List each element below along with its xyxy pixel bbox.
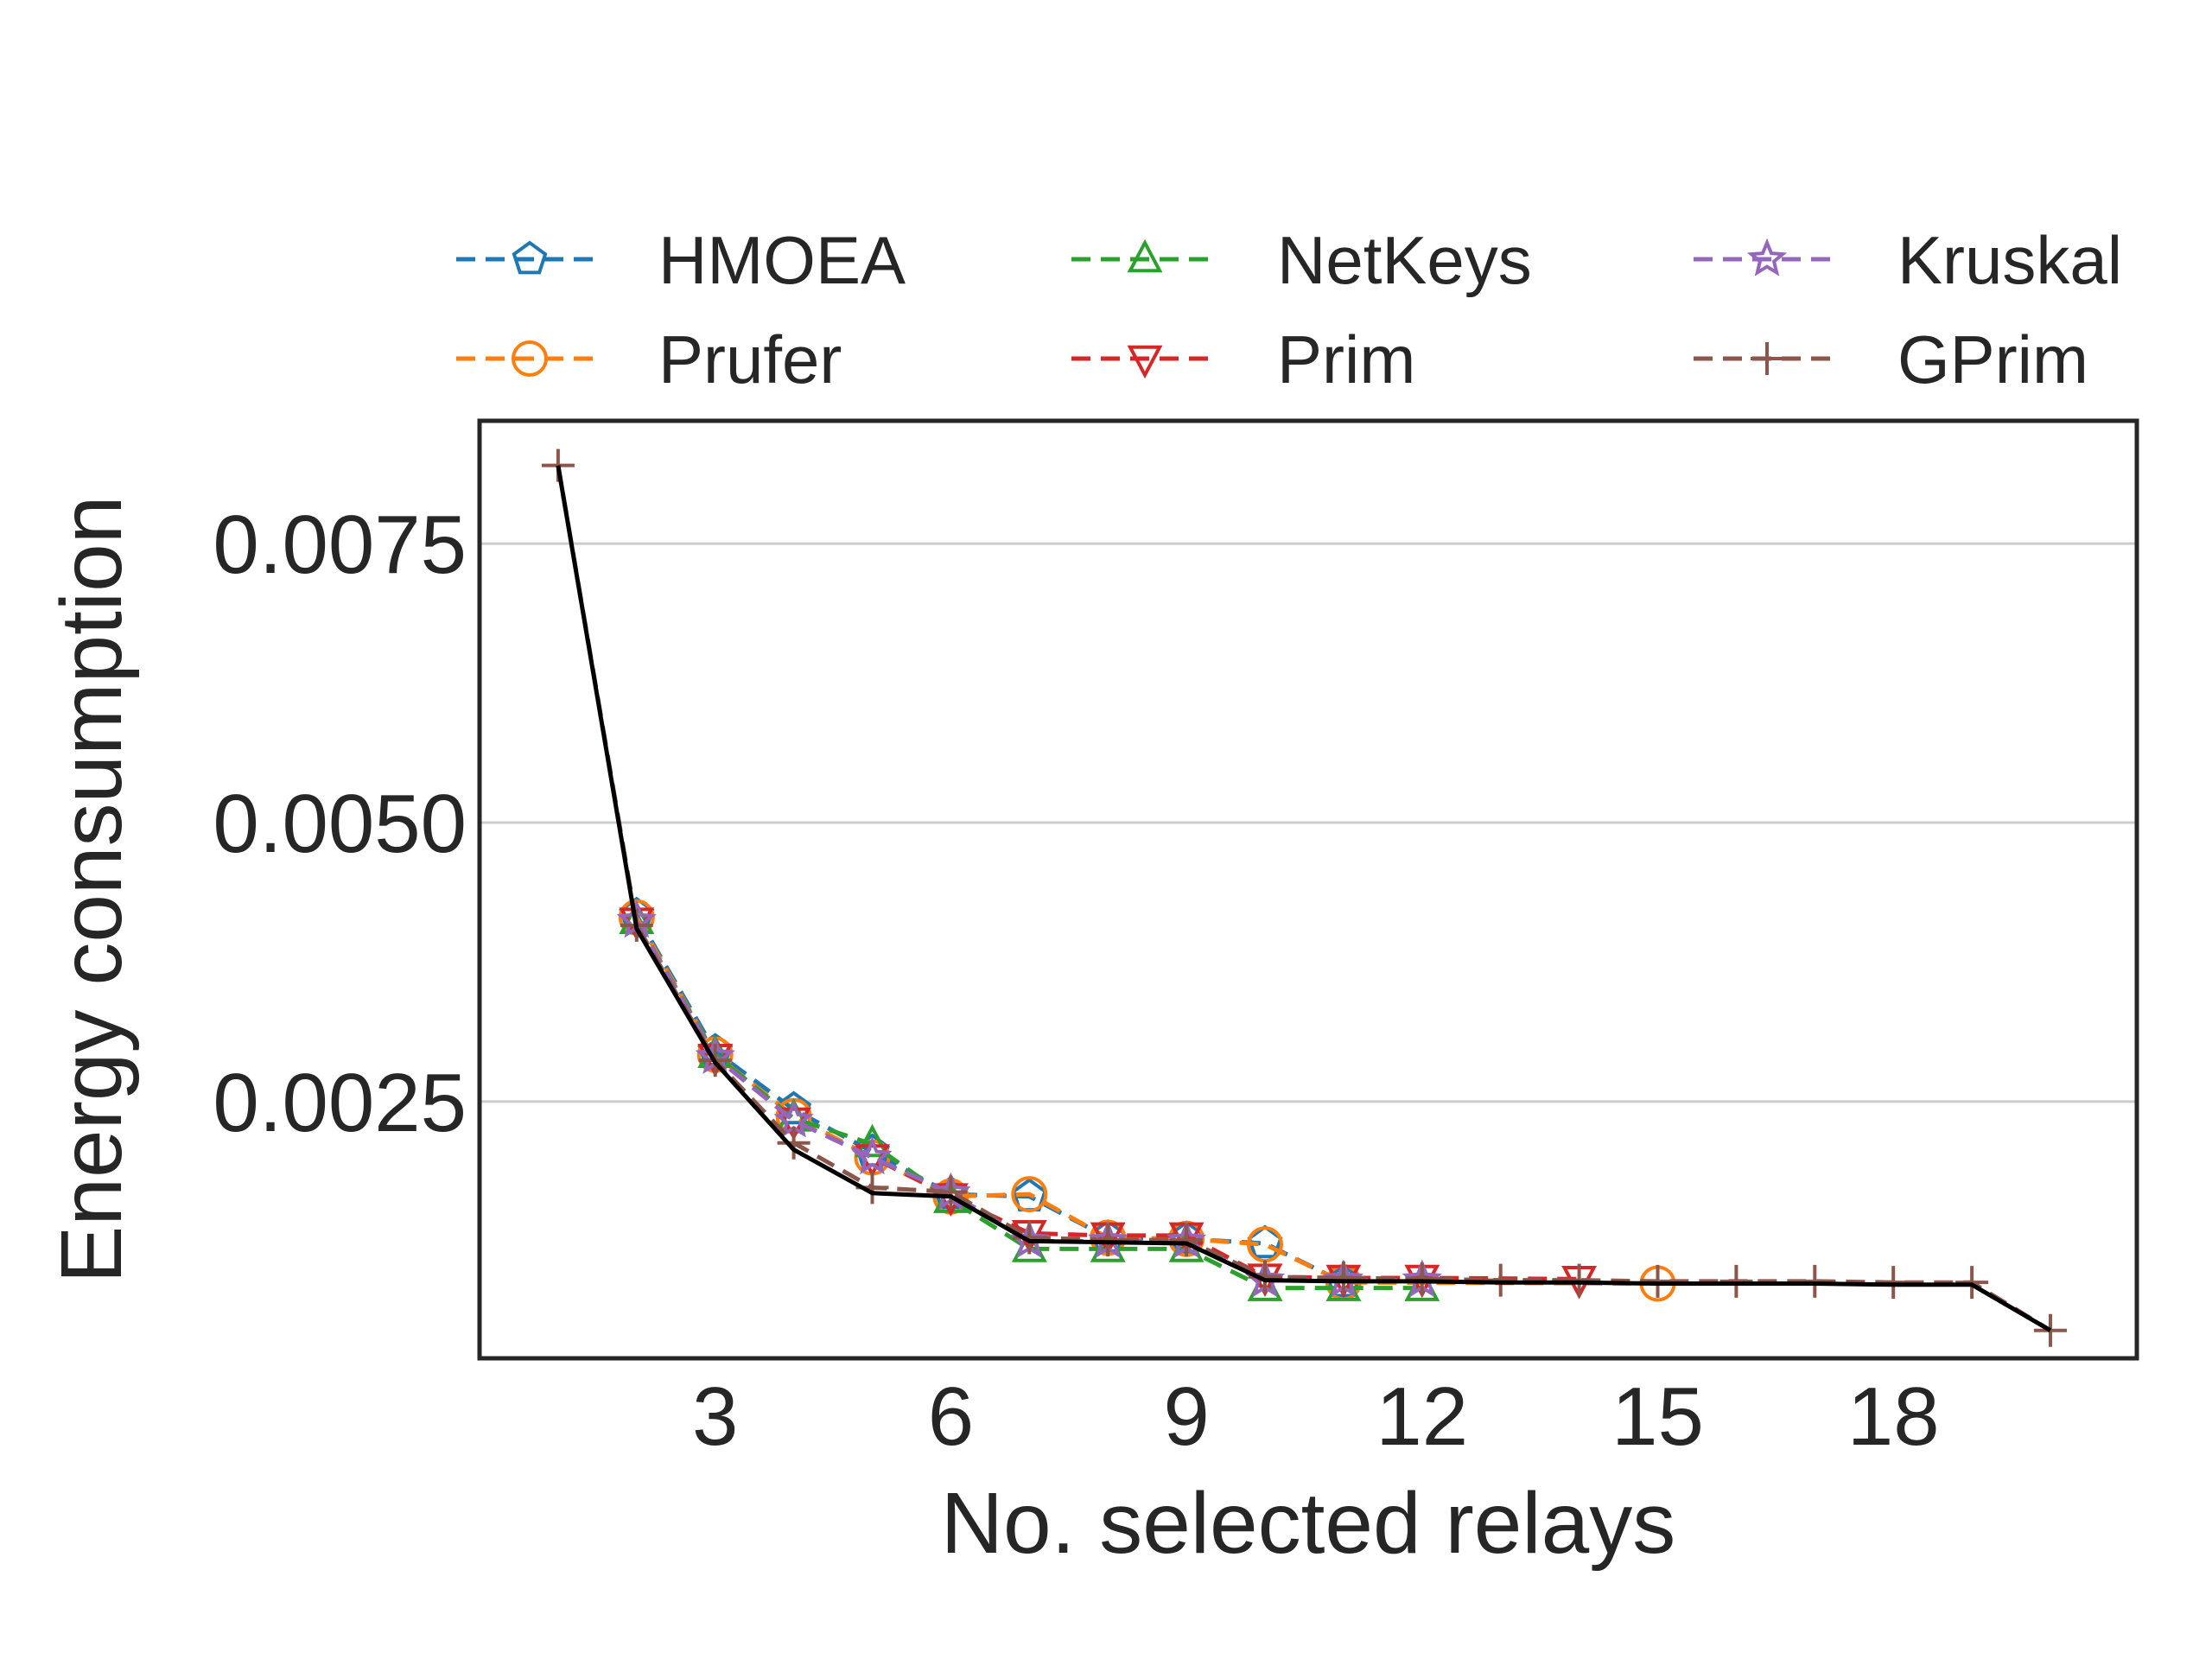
- plot-frame: [477, 418, 2139, 1361]
- legend-marker: [512, 340, 548, 377]
- legend-marker: [1127, 238, 1163, 273]
- legend: HMOEA Prufer NetKeys Prim Kruskal GPrim: [456, 222, 2122, 397]
- series-line-reference: [556, 465, 2052, 1332]
- legend-item-prim: Prim: [1071, 321, 1415, 397]
- data-point: [2034, 1313, 2068, 1347]
- data-point: [1955, 1266, 1989, 1300]
- legend-marker: [512, 240, 548, 275]
- legend-label: Prim: [1277, 321, 1415, 397]
- x-tick-label: 6: [928, 1370, 974, 1463]
- data-point: [934, 1175, 968, 1209]
- legend-label: HMOEA: [658, 222, 906, 298]
- legend-item-netkeys: NetKeys: [1071, 222, 1532, 298]
- x-tick-label: 18: [1847, 1370, 1940, 1463]
- x-tick-label: 9: [1163, 1370, 1209, 1463]
- legend-item-gprim: GPrim: [1694, 321, 2088, 397]
- legend-marker: [1746, 238, 1788, 276]
- x-tick-label: 3: [692, 1370, 738, 1463]
- legend-label: GPrim: [1897, 321, 2088, 397]
- data-point: [1798, 1264, 1832, 1298]
- x-tick-label: 12: [1376, 1370, 1468, 1463]
- data-point: [1170, 1224, 1204, 1257]
- data-point: [1562, 1263, 1596, 1297]
- legend-marker: [1127, 345, 1163, 379]
- series-layer: [541, 448, 2068, 1347]
- y-tick-label: 0.0025: [213, 1057, 467, 1149]
- y-axis-title: Energy consumption: [43, 496, 140, 1284]
- legend-item-hmoea: HMOEA: [456, 222, 906, 298]
- data-point: [776, 1090, 812, 1125]
- legend-label: Kruskal: [1897, 222, 2122, 298]
- data-point: [855, 1123, 890, 1158]
- y-tick-label: 0.0050: [213, 778, 467, 870]
- legend-label: Prufer: [658, 321, 842, 397]
- series-reference: [556, 465, 2052, 1332]
- data-point: [1011, 1176, 1048, 1213]
- legend-label: NetKeys: [1277, 222, 1532, 298]
- data-point: [1405, 1262, 1439, 1296]
- y-tick-labels: 0.0025 0.0050 0.0075: [213, 499, 467, 1149]
- legend-marker: [1751, 342, 1783, 375]
- legend-item-prufer: Prufer: [456, 321, 842, 397]
- data-point: [852, 1136, 893, 1175]
- x-tick-label: 15: [1611, 1370, 1704, 1463]
- data-point: [1326, 1262, 1360, 1294]
- x-tick-labels: 3 6 9 12 15 18: [692, 1370, 1940, 1463]
- legend-item-kruskal: Kruskal: [1694, 222, 2122, 298]
- data-point: [1719, 1264, 1753, 1298]
- data-point: [777, 1126, 810, 1160]
- data-point: [1013, 1221, 1046, 1255]
- y-tick-label: 0.0075: [213, 499, 467, 591]
- series-gprim: [541, 448, 2068, 1347]
- x-axis-title: No. selected relays: [941, 1475, 1675, 1572]
